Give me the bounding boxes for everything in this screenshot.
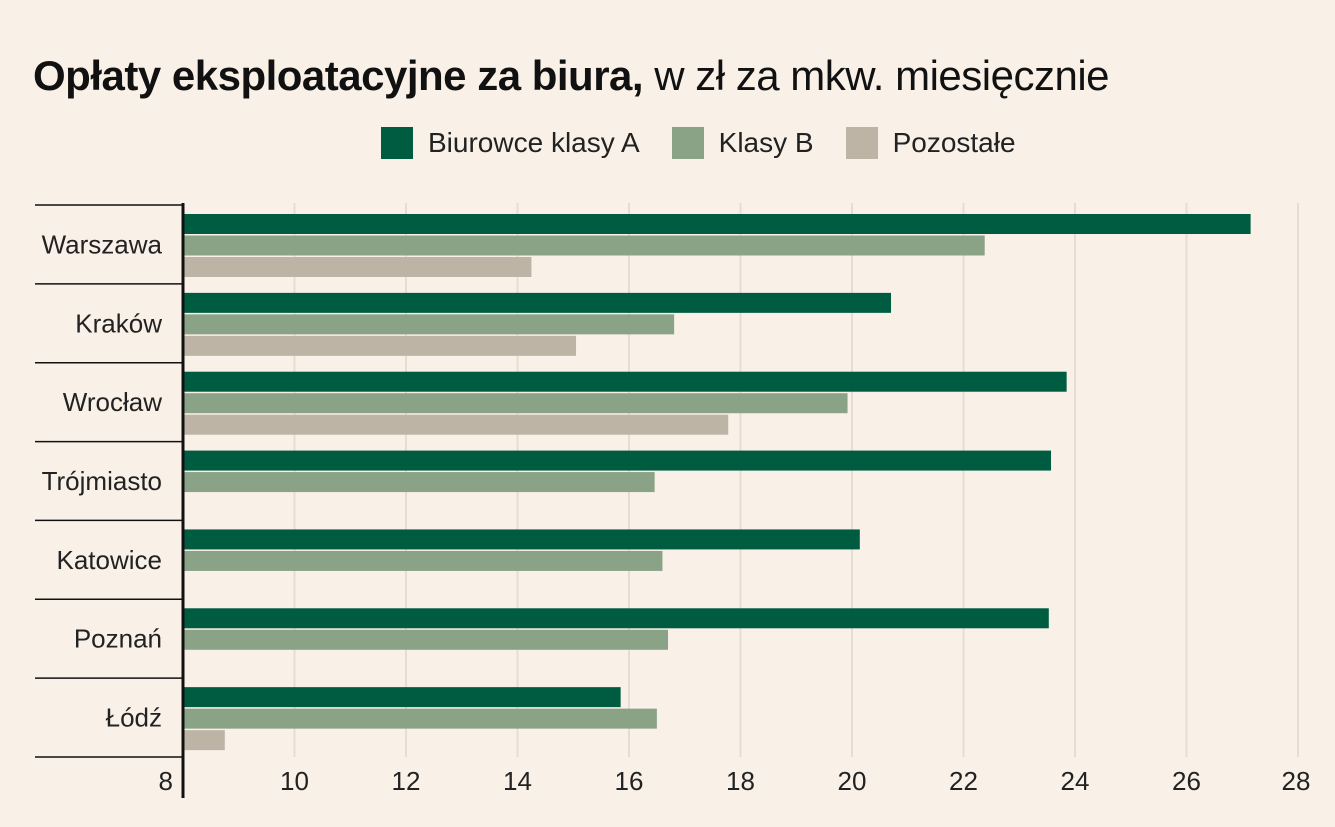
category-label-3: Trójmiasto — [42, 466, 162, 496]
bar-4-0 — [183, 529, 860, 550]
bar-3-0 — [183, 450, 1052, 471]
x-tick-label-10: 10 — [280, 766, 309, 796]
chart-title-subtitle: w zł za mkw. miesięcznie — [643, 52, 1110, 99]
legend-swatch-class-b — [671, 127, 704, 159]
legend-swatch-other — [845, 127, 878, 159]
bar-0-2 — [183, 257, 532, 277]
category-label-4: Katowice — [57, 545, 163, 575]
chart-bars — [183, 214, 1251, 751]
x-tick-label-12: 12 — [392, 766, 421, 796]
chart-title-bold: Opłaty eksploatacyjne za biura, — [33, 52, 644, 99]
category-label-2: Wrocław — [63, 387, 162, 417]
chart-title: Opłaty eksploatacyjne za biura, w zł za … — [33, 52, 1110, 100]
category-label-6: Łódź — [106, 703, 162, 733]
category-separators — [35, 204, 183, 758]
legend-item-other: Pozostałe — [845, 127, 1016, 159]
bar-6-0 — [183, 687, 621, 708]
x-tick-label-28: 28 — [1282, 766, 1311, 796]
bar-0-1 — [183, 235, 985, 256]
bar-5-1 — [183, 629, 669, 650]
bar-2-1 — [183, 393, 848, 414]
bar-1-1 — [183, 314, 675, 335]
x-tick-label-8: 8 — [159, 766, 173, 796]
x-tick-label-16: 16 — [615, 766, 644, 796]
bar-1-2 — [183, 335, 577, 356]
x-tick-label-26: 26 — [1172, 766, 1201, 796]
chart-legend: Biurowce klasy A Klasy B Pozostałe — [381, 126, 1048, 160]
bar-5-0 — [183, 608, 1049, 629]
bar-2-2 — [183, 414, 729, 435]
x-tick-label-20: 20 — [838, 766, 867, 796]
bar-4-1 — [183, 550, 663, 571]
category-label-5: Poznań — [74, 624, 162, 654]
bar-3-1 — [183, 472, 655, 493]
legend-label-other: Pozostałe — [892, 127, 1016, 158]
bar-2-0 — [183, 371, 1067, 392]
bar-1-0 — [183, 292, 892, 313]
x-tick-label-14: 14 — [503, 766, 532, 796]
bar-6-2 — [183, 730, 225, 751]
category-label-0: Warszawa — [42, 229, 163, 259]
bar-0-0 — [183, 214, 1251, 234]
x-tick-label-24: 24 — [1061, 766, 1090, 796]
legend-swatch-class-a — [381, 127, 413, 159]
x-tick-labels: 8 10 12 14 16 18 20 22 24 26 28 — [159, 766, 1311, 796]
category-label-1: Kraków — [75, 308, 162, 338]
legend-label-class-b: Klasy B — [718, 127, 814, 158]
category-labels: Warszawa Kraków Wrocław Trójmiasto Katowice P… — [42, 229, 163, 732]
legend-item-class-a: Biurowce klasy A — [381, 127, 640, 159]
legend-label-class-a: Biurowce klasy A — [428, 127, 640, 158]
legend-item-class-b: Klasy B — [671, 127, 814, 159]
x-tick-label-18: 18 — [726, 766, 755, 796]
x-tick-label-22: 22 — [949, 766, 978, 796]
bar-6-1 — [183, 708, 657, 729]
